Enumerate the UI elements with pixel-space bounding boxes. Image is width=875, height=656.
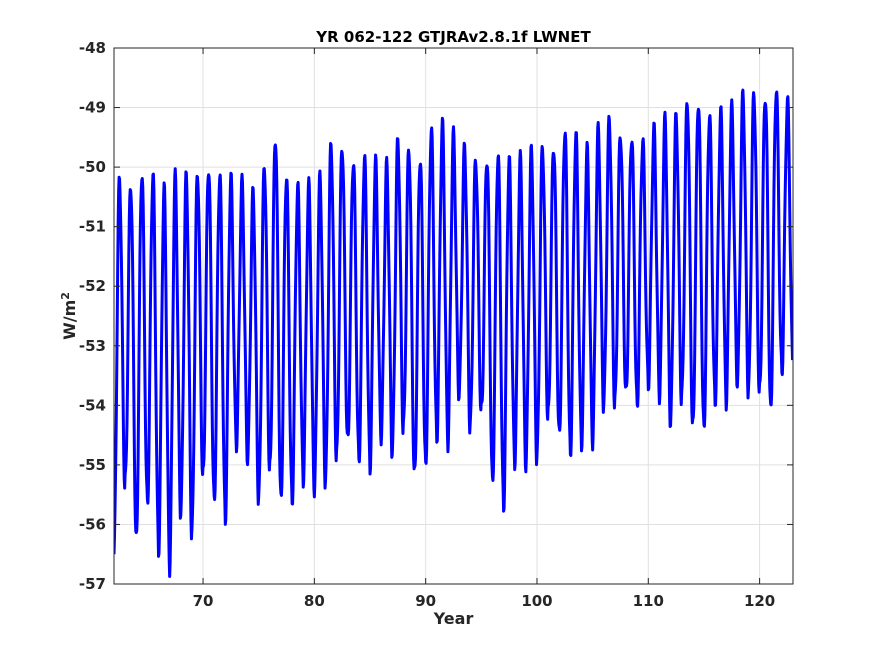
x-tick-label: 70 bbox=[193, 592, 214, 610]
chart-title: YR 062-122 GTJRAv2.8.1f LWNET bbox=[315, 28, 591, 46]
y-tick-label: -53 bbox=[79, 337, 106, 355]
x-tick-label: 100 bbox=[521, 592, 552, 610]
y-axis-title: W/m2 bbox=[59, 292, 80, 340]
x-tick-label: 90 bbox=[415, 592, 436, 610]
plot-frame bbox=[113, 47, 794, 585]
y-tick-label: -50 bbox=[79, 158, 106, 176]
y-tick-label: -57 bbox=[79, 575, 106, 593]
x-tick-labels: 70 80 90 100 110 120 bbox=[193, 592, 776, 610]
x-tick-label: 80 bbox=[304, 592, 325, 610]
series-group bbox=[114, 88, 793, 578]
x-tick-label: 110 bbox=[633, 592, 664, 610]
y-tick-label: -54 bbox=[79, 396, 106, 414]
y-axis-title-exponent: 2 bbox=[59, 292, 72, 300]
y-tick-label: -55 bbox=[79, 456, 106, 474]
x-tick-label: 120 bbox=[744, 592, 775, 610]
y-axis-title-base: W/m bbox=[60, 300, 79, 340]
y-tick-label: -49 bbox=[79, 99, 106, 117]
y-tick-label: -48 bbox=[79, 39, 106, 57]
y-tick-label: -51 bbox=[79, 218, 106, 236]
series-line-lwnet bbox=[114, 88, 793, 578]
y-tick-labels: -48 -49 -50 -51 -52 -53 -54 -55 -56 -57 bbox=[79, 39, 106, 593]
y-tick-label: -52 bbox=[79, 277, 106, 295]
axis-ticks bbox=[114, 47, 793, 585]
x-axis-title: Year bbox=[433, 609, 474, 628]
y-tick-label: -56 bbox=[79, 515, 106, 533]
